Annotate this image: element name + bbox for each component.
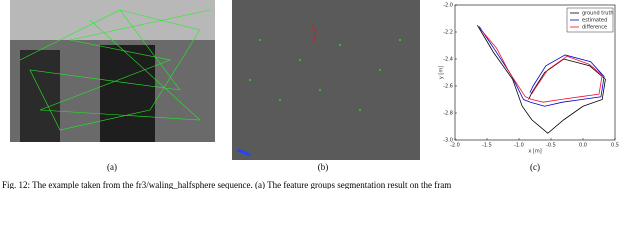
legend-label: ground truth	[582, 11, 614, 17]
y-tick-label: -2.4	[443, 57, 453, 63]
legend-label: estimated	[582, 18, 607, 24]
x-tick-label: -1.0	[514, 143, 524, 149]
y-tick-label: -2.0	[443, 3, 453, 9]
panel-label: (c)	[530, 162, 540, 172]
caption: Fig. 12: The example taken from the fr3/…	[2, 180, 451, 189]
figure: (a) (b) (c) Fig. 12: The example taken f…	[2, 0, 619, 190]
x-tick-label: -2.0	[450, 143, 460, 149]
x-tick-label: -1.5	[482, 143, 492, 149]
x-tick-label: 0.0	[579, 143, 587, 149]
photo-a	[10, 0, 215, 142]
series-line	[480, 29, 603, 103]
panel-label: (a)	[107, 162, 117, 172]
photo-b	[232, 0, 420, 160]
y-tick-label: -2.8	[443, 111, 453, 117]
legend-label: difference	[582, 25, 607, 31]
x-tick-label: -0.5	[546, 143, 556, 149]
y-tick-label: -2.2	[443, 30, 453, 36]
y-tick-label: -3.0	[443, 138, 453, 144]
x-tick-label: 0.5	[611, 143, 619, 149]
series-line	[478, 26, 605, 107]
x-axis-label: x [m]	[528, 149, 541, 155]
panel-label: (b)	[318, 162, 329, 172]
y-axis-label: y [m]	[439, 66, 445, 79]
y-tick-label: -2.6	[443, 84, 453, 90]
